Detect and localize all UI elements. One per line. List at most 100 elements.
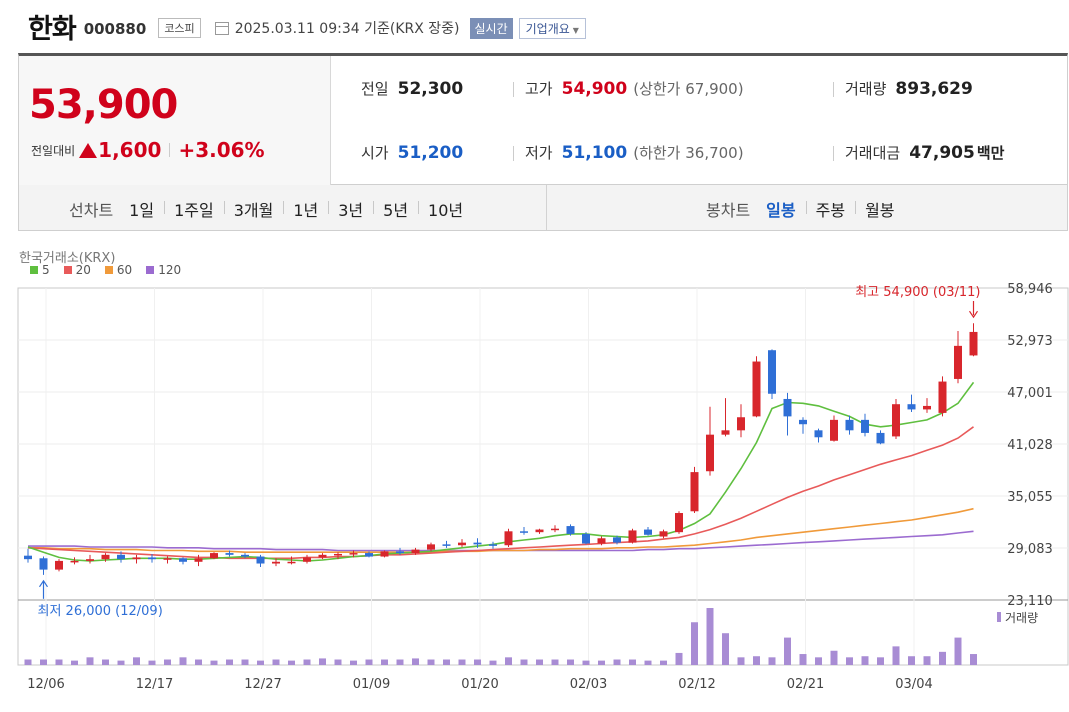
volume-bar [722,633,729,665]
candle-body [520,531,528,533]
legend-item-ma20: 20 [63,263,91,277]
volume-bar [768,657,776,665]
amount-label: 거래대금 [845,144,901,162]
line-period-3[interactable]: 1년 [283,197,328,221]
candle-body [737,417,745,431]
candle-body [303,557,311,562]
volume-bar [784,637,791,665]
candle-period-0[interactable]: 일봉 [766,201,796,220]
low-stat: 저가 51,100 (하한가 36,700) [513,142,744,163]
volume-bar [505,657,512,665]
stock-name: 한화 [28,13,77,45]
volume-bar [799,654,807,665]
ma-legend: 5 20 60 120 [30,263,195,277]
candle-body [845,419,854,431]
volume-bar [582,660,590,665]
candle-body [70,560,79,563]
candle-body [318,554,327,558]
x-tick-label: 12/27 [244,677,281,692]
candle-body [892,404,900,437]
price-chart[interactable]: 58,946 52,973 47,001 41,028 35,055 29,083 23,1… [0,270,1069,712]
candle-body [225,553,234,555]
volume-value: 893,629 [895,79,973,99]
candle-body [334,553,342,556]
legend-label: 120 [158,263,182,277]
open-label: 시가 [361,144,389,162]
candle-body [783,398,792,417]
candle-body [458,542,466,546]
x-tick-label: 01/09 [353,677,390,692]
quote-summary: 53,900 전일대비 1,600 +3.06% 전일 52,300 시가 51… [18,53,1068,185]
candle-body [566,526,575,534]
volume-bar [598,660,605,665]
y-tick-label: 52,973 [1007,334,1053,349]
volume-bar [892,646,900,665]
x-tick-label: 02/03 [570,677,607,692]
high-annotation: 최고 54,900 (03/11) [855,285,980,300]
as-of-time: 2025.03.11 09:34 기준(KRX 장중) [234,21,460,37]
legend-swatch [146,266,155,274]
candle-body [101,554,110,560]
line-period-5[interactable]: 5년 [373,197,418,221]
line-period-6[interactable]: 10년 [418,197,473,221]
company-info-dropdown[interactable]: 기업개요 ▼ [518,17,586,39]
calendar-icon [214,21,229,35]
candle-body [442,544,451,546]
line-period-0[interactable]: 1일 [129,201,155,220]
candle-period-2[interactable]: 월봉 [855,197,904,221]
upper-limit: (상한가 67,900) [633,80,744,98]
candle-body [132,557,141,560]
amount-stat: 거래대금 47,905 백만 [833,142,1005,163]
open-value: 51,200 [397,143,464,163]
y-tick-label: 58,946 [1007,282,1053,297]
divider [169,143,171,157]
candle-body [706,434,714,472]
line-period-2[interactable]: 3개월 [223,197,284,221]
high-label: 고가 [525,80,553,98]
y-tick-label: 35,055 [1007,490,1053,505]
x-tick-label: 12/06 [27,677,64,692]
candle-body [272,561,280,564]
line-period-1[interactable]: 1주일 [164,197,224,221]
candle-body [876,432,885,444]
divider [513,82,514,97]
low-arrow-head [39,579,48,588]
volume-bar [288,660,295,665]
candle-body [86,559,94,561]
volume-bar [319,658,326,665]
volume-bar [117,660,125,665]
low-value: 51,100 [561,143,628,163]
legend-label: 5 [42,263,50,277]
volume-bar [102,659,109,665]
volume-bar [427,659,435,665]
volume-bar [412,658,419,665]
volume-bar [660,660,667,665]
realtime-button[interactable]: 실시간 [469,17,513,39]
candle-body [163,558,172,560]
candle-body [396,551,404,554]
volume-bar [164,659,171,665]
candle-body [551,528,559,531]
high-value: 54,900 [561,79,628,99]
prev-close-label: 전일 [361,80,389,98]
candle-body [24,555,32,560]
candle-period-1[interactable]: 주봉 [805,197,855,221]
line-chart-periods: 선차트 1일 1주일 3개월 1년 3년 5년 10년 [69,197,473,221]
volume-bar [381,659,388,665]
volume-bar [846,657,853,665]
legend-item-ma5: 5 [30,263,50,277]
volume-bar [443,659,450,665]
candle-body [489,544,497,546]
amount-unit: 백만 [976,144,1005,162]
volume-bar [536,659,543,665]
line-period-4[interactable]: 3년 [328,197,373,221]
prev-close-stat: 전일 52,300 [361,78,463,99]
candle-body [148,557,156,560]
volume-bar [365,659,373,665]
volume-legend-label: 거래량 [1005,611,1038,625]
x-tick-label: 02/21 [787,677,824,692]
candle-body [473,542,482,545]
candle-body [659,531,668,537]
volume-bar [613,659,621,665]
volume-bar [706,608,714,665]
